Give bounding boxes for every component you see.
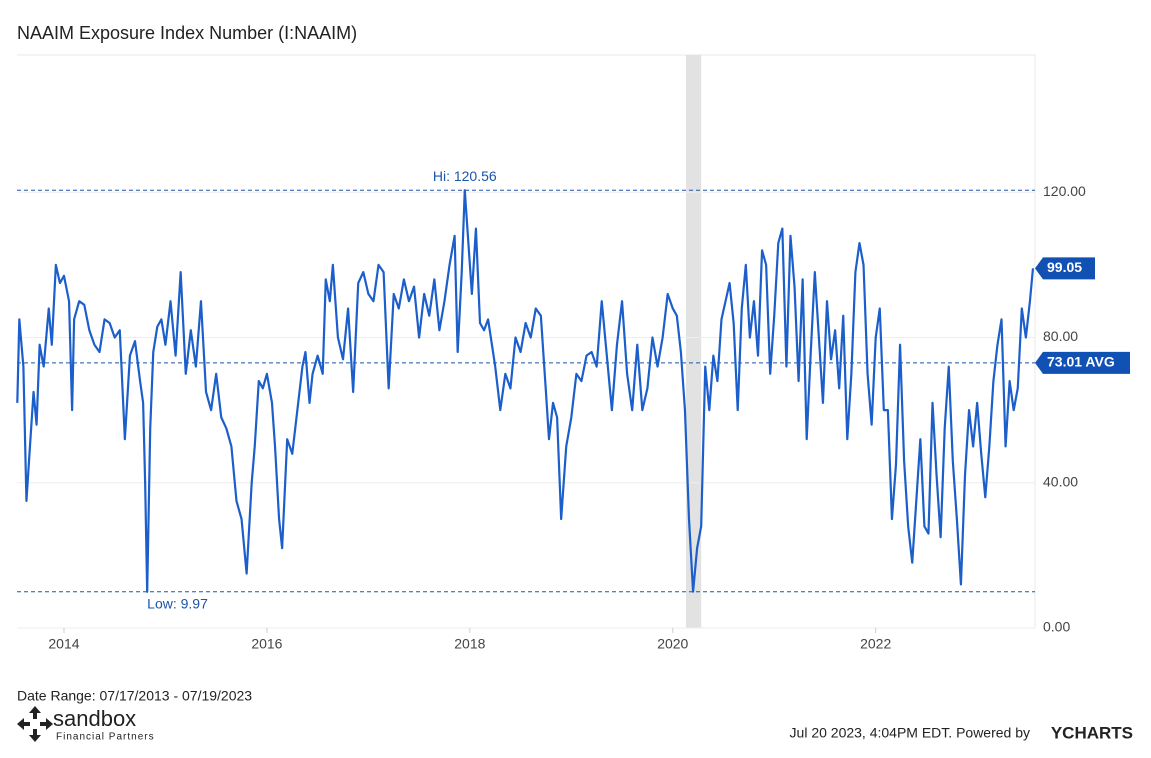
brand: YCHARTS xyxy=(1051,723,1133,742)
logo-name: sandbox xyxy=(53,706,136,731)
x-tick-label: 2014 xyxy=(48,636,79,652)
last-value-label-box xyxy=(1035,257,1095,280)
y-tick-label: 0.00 xyxy=(1043,619,1070,635)
recession-band xyxy=(685,55,702,628)
hi-label: Hi: 120.56 xyxy=(433,168,497,184)
chart-title: NAAIM Exposure Index Number (I:NAAIM) xyxy=(17,23,357,43)
y-tick-label: 80.00 xyxy=(1043,328,1078,344)
date-range: Date Range: 07/17/2013 - 07/19/2023 xyxy=(17,688,252,704)
logo-icon xyxy=(17,706,53,742)
avg-label: 73.01 AVG xyxy=(1047,354,1115,370)
x-tick-label: 2020 xyxy=(657,636,688,652)
x-tick-label: 2022 xyxy=(860,636,891,652)
x-tick-label: 2018 xyxy=(454,636,485,652)
y-tick-label: 40.00 xyxy=(1043,473,1078,489)
line xyxy=(16,189,1035,593)
x-tick-label: 2016 xyxy=(251,636,282,652)
low-label: Low: 9.97 xyxy=(147,596,208,612)
y-tick-label: 120.00 xyxy=(1043,183,1086,199)
last-value-label: 99.05 xyxy=(1047,259,1082,275)
avg-label-box xyxy=(1035,351,1130,374)
logo-sub: Financial Partners xyxy=(56,732,155,743)
footer: Jul 20 2023, 4:04PM EDT. Powered by xyxy=(790,725,1030,741)
